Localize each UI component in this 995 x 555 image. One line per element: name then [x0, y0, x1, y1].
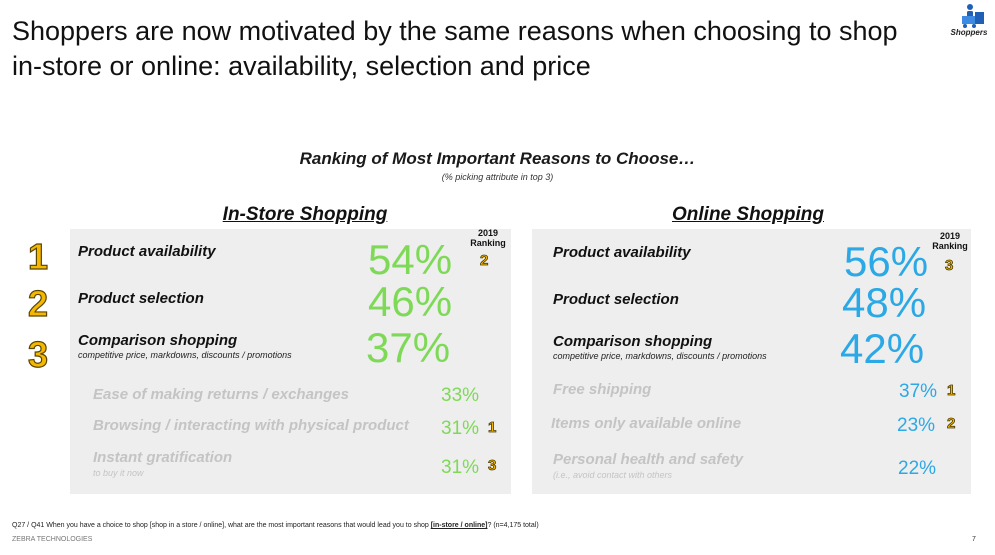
online-minor-pct-3: 22% [898, 458, 937, 479]
rank-number-1: 1 [27, 235, 49, 277]
chart-title: Ranking of Most Important Reasons to Cho… [299, 149, 696, 168]
online-top-label-1: Product availability [553, 244, 691, 261]
instore-minor-sub-3: to buy it now [93, 468, 144, 478]
instore-top-pct-1: 54% [368, 236, 453, 283]
shopper-cart-icon [962, 4, 984, 28]
instore-top-label-2: Product selection [78, 290, 204, 307]
online-minor-pct-1: 37% [899, 381, 938, 402]
online-minor-label-1: Free shipping [553, 381, 652, 398]
online-minor-label-3: Personal health and safety [553, 451, 744, 468]
online-column-title: Online Shopping [672, 204, 824, 225]
instore-top-label-1: Product availability [78, 243, 216, 260]
online-minor-pct-2: 23% [897, 415, 936, 436]
online-top-label-2: Product selection [553, 291, 679, 308]
instore-minor-rank2019-2: 1 [488, 419, 497, 437]
online-panel [532, 229, 971, 494]
instore-rank-header: 2019 Ranking [470, 228, 506, 248]
instore-minor-label-2: Browsing / interacting with physical pro… [93, 417, 409, 434]
online-top-pct-1: 56% [844, 238, 929, 285]
online-top-label-3: Comparison shopping [553, 333, 713, 350]
instore-top-label-3: Comparison shopping [78, 332, 238, 349]
rank-number-3: 3 [27, 333, 49, 375]
online-minor-label-2: Items only available online [551, 415, 742, 432]
online-minor-rank2019-1: 1 [947, 382, 956, 400]
rank-number-2: 2 [27, 282, 49, 324]
instore-top-pct-3: 37% [366, 324, 451, 371]
instore-minor-label-1: Ease of making returns / exchanges [93, 386, 349, 403]
instore-panel [70, 229, 511, 494]
instore-column-title: In-Store Shopping [222, 204, 388, 225]
instore-minor-pct-2: 31% [441, 418, 480, 439]
logo-label: Shoppers [950, 28, 988, 37]
online-top-pct-2: 48% [842, 279, 927, 326]
instore-top-sub-3: competitive price, markdowns, discounts … [78, 350, 292, 360]
online-top-sub-3: competitive price, markdowns, discounts … [553, 351, 767, 361]
online-minor-rank2019-2: 2 [947, 415, 956, 433]
instore-top-pct-2: 46% [368, 278, 453, 325]
instore-minor-pct-1: 33% [441, 385, 480, 406]
online-top-pct-3: 42% [840, 325, 925, 372]
online-rank-header: 2019 Ranking [932, 231, 968, 251]
online-minor-sub-3: (i.e., avoid contact with others [553, 470, 673, 480]
instore-minor-pct-3: 31% [441, 457, 480, 478]
page-number: 7 [972, 536, 976, 543]
instore-rank2019-1: 2 [480, 252, 489, 270]
question-footnote: Q27 / Q41 When you have a choice to shop… [12, 522, 539, 529]
chart-note: (% picking attribute in top 3) [441, 172, 554, 182]
slide-title: Shoppers are now motivated by the same r… [12, 16, 898, 81]
instore-minor-label-3: Instant gratification [93, 449, 233, 466]
instore-minor-rank2019-3: 3 [488, 457, 497, 475]
company-name: ZEBRA TECHNOLOGIES [12, 536, 93, 543]
online-rank2019-1: 3 [945, 257, 954, 275]
